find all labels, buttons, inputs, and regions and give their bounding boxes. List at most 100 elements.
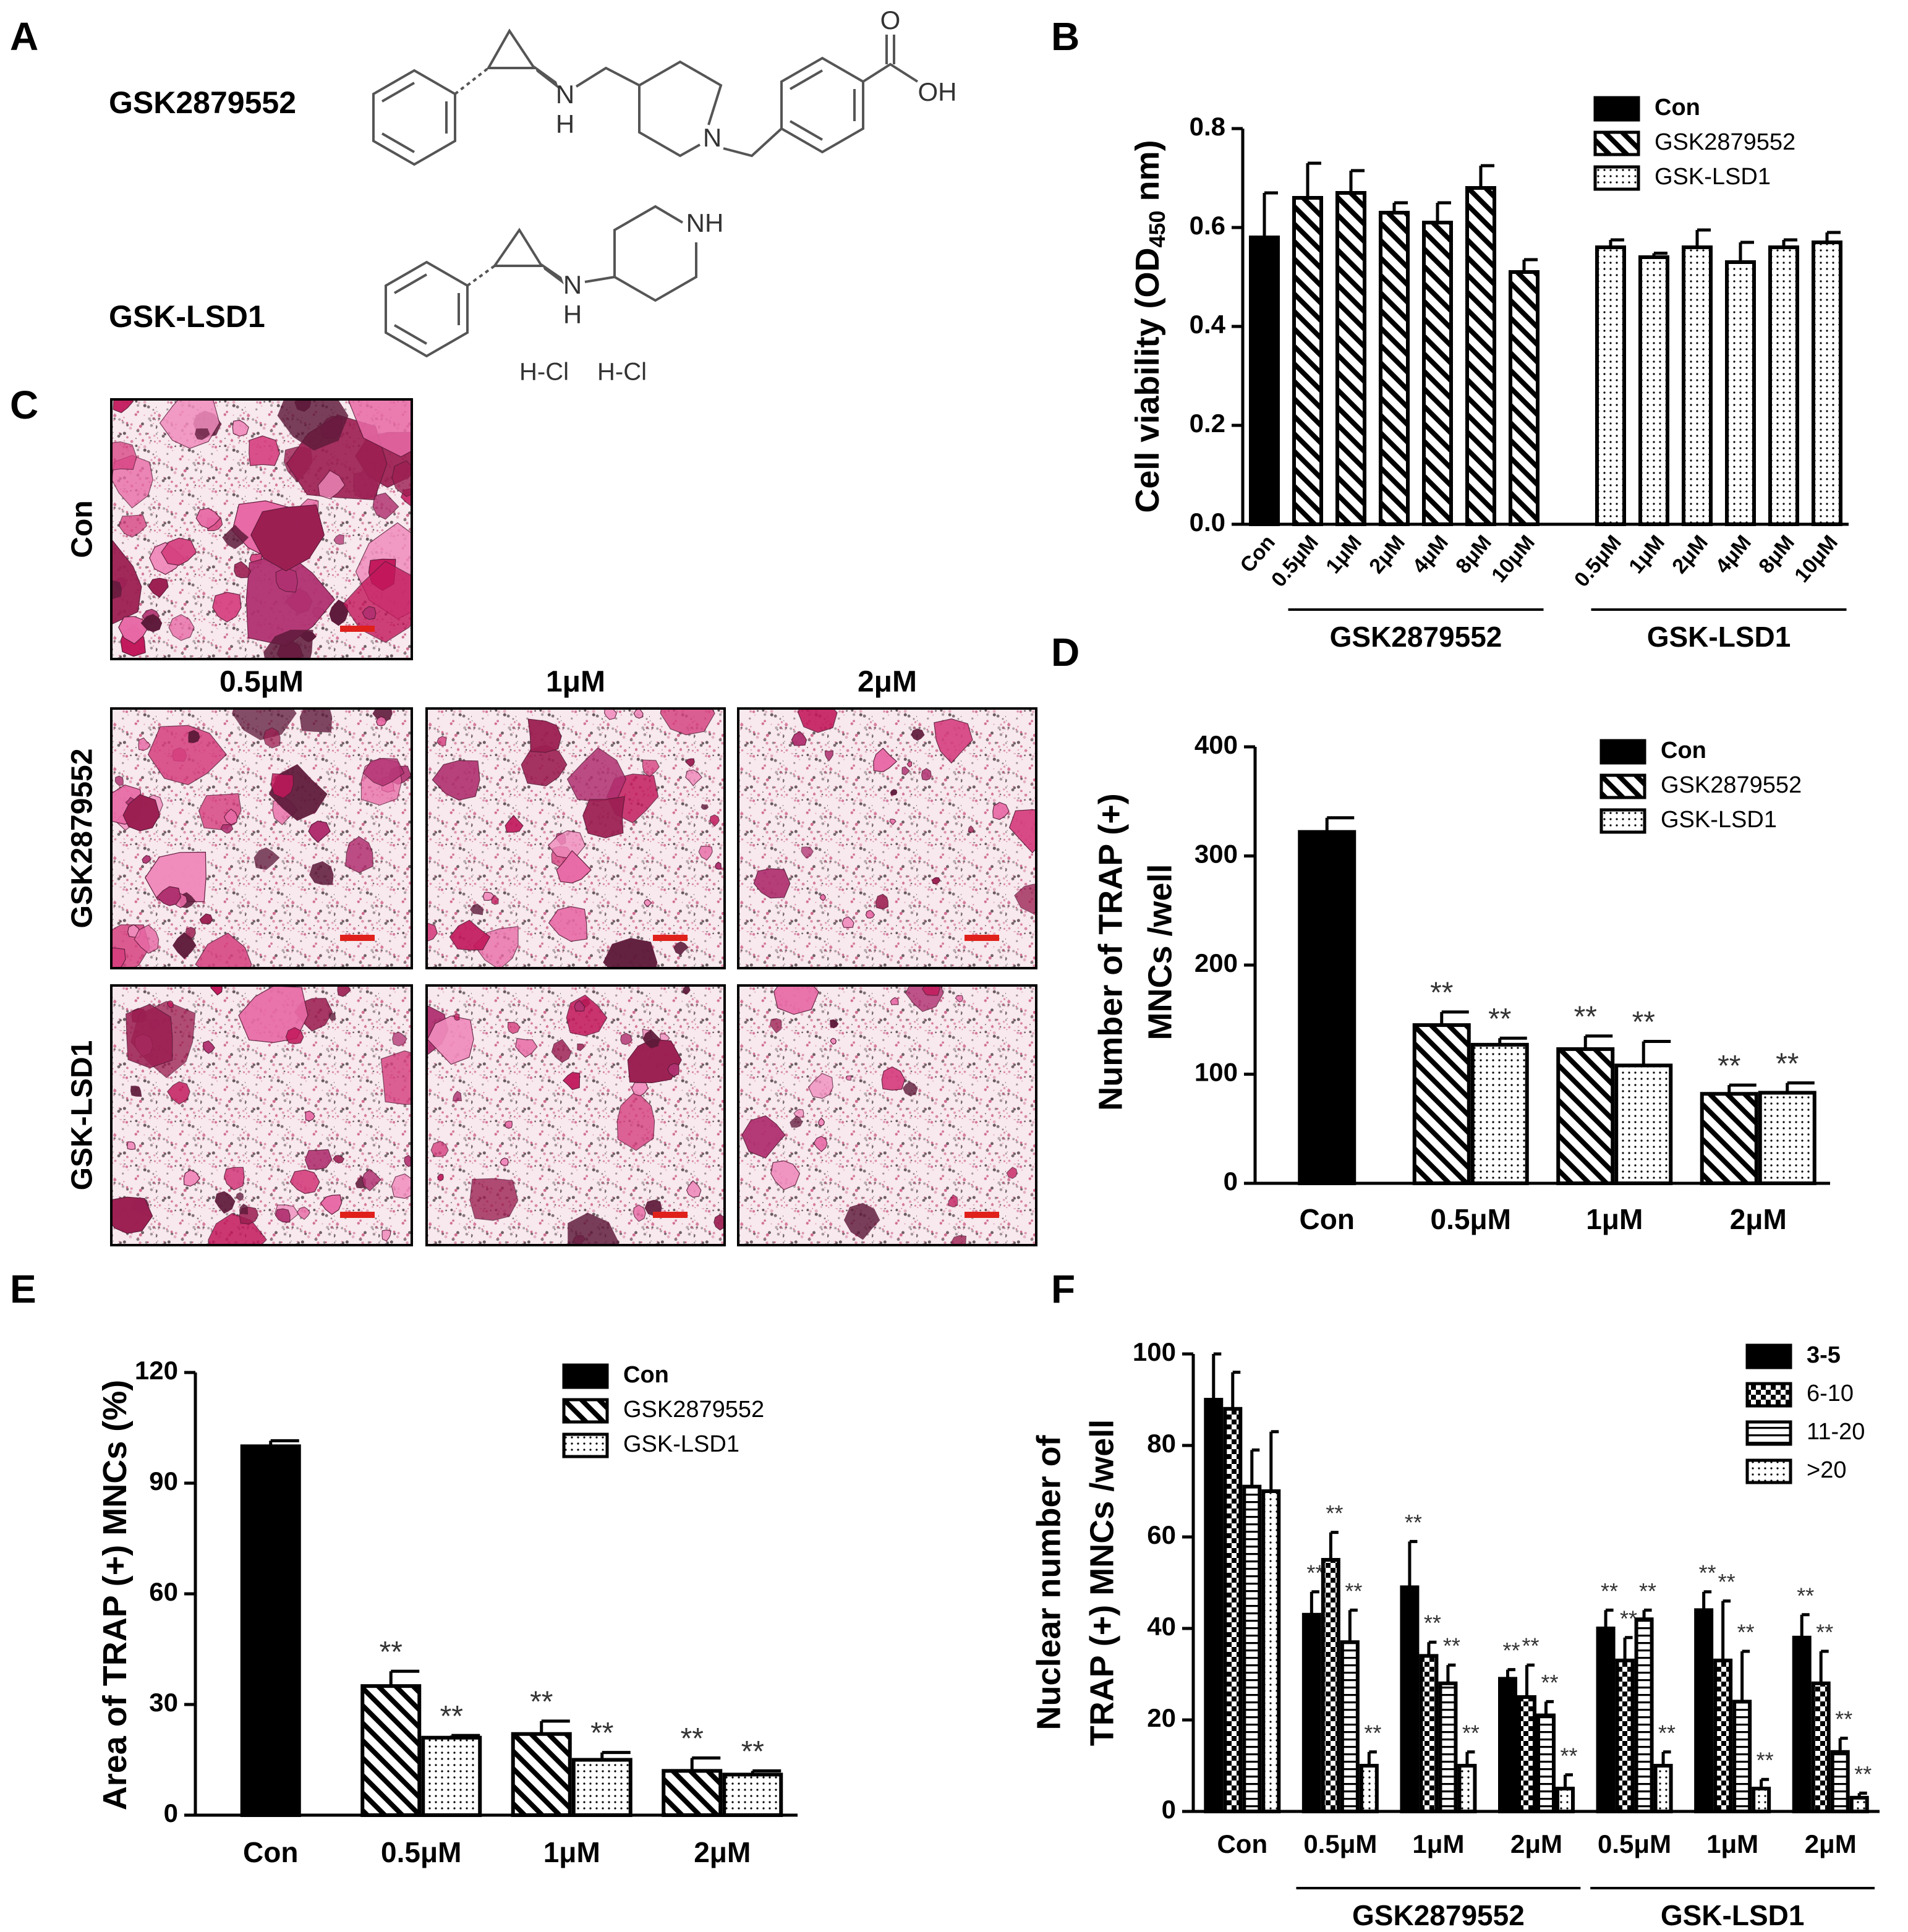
error-bar — [1231, 1371, 1241, 1409]
cell — [223, 1167, 245, 1191]
cell — [950, 1235, 967, 1245]
cell — [845, 1075, 852, 1081]
error-bar — [1263, 191, 1278, 237]
bar — [240, 1444, 301, 1817]
panel-label: E — [10, 1267, 36, 1311]
error-bar — [1269, 1430, 1279, 1491]
cell — [807, 1073, 833, 1099]
cell — [642, 1029, 661, 1049]
cell — [210, 985, 223, 996]
cell — [934, 718, 973, 764]
micrograph-bg — [738, 709, 1036, 968]
significance-label: ** — [380, 1636, 402, 1669]
cell — [437, 1173, 444, 1181]
cell — [819, 893, 826, 901]
cell — [633, 709, 644, 719]
error-bar — [389, 1669, 420, 1687]
cell — [113, 399, 134, 414]
micrograph — [427, 985, 725, 1245]
panel-labels: A B C D E F — [10, 14, 1080, 1311]
significance-label: ** — [1797, 1583, 1814, 1608]
cell — [305, 1110, 315, 1121]
significance-label: ** — [1405, 1510, 1422, 1535]
bar — [1700, 1092, 1758, 1186]
cell — [875, 893, 889, 910]
significance-label: ** — [1816, 1620, 1833, 1645]
cell — [309, 861, 334, 885]
cell — [881, 1066, 906, 1091]
legend-label: Con — [1661, 738, 1706, 764]
cell — [145, 851, 207, 903]
cell — [220, 823, 234, 834]
significance-label: ** — [440, 1700, 463, 1733]
bar — [1400, 1585, 1420, 1813]
salt: H-Cl — [519, 359, 569, 386]
micrograph-frame — [737, 707, 1037, 969]
error-bar — [1583, 1034, 1613, 1049]
cell — [345, 836, 373, 874]
micrograph-frame — [110, 984, 413, 1246]
bar — [1614, 1063, 1673, 1185]
bar — [1335, 191, 1366, 526]
significance-label: ** — [1639, 1578, 1656, 1604]
x-tick-label: 0.5μM — [1570, 530, 1626, 591]
cell — [148, 577, 169, 598]
bar — [1768, 245, 1799, 526]
cell — [906, 760, 913, 768]
scale-bar — [965, 935, 999, 941]
legend-label: GSK2879552 — [623, 1397, 764, 1423]
panel-label: C — [10, 383, 38, 427]
micrograph — [111, 399, 412, 659]
atom: N — [703, 123, 722, 152]
bar — [1438, 1681, 1458, 1814]
error-bar — [1408, 1539, 1418, 1588]
cell — [270, 773, 294, 799]
bar — [571, 1758, 632, 1817]
cell — [698, 845, 713, 861]
cell — [790, 1115, 803, 1128]
cell — [250, 504, 325, 572]
x-tick-label: Con — [1300, 1203, 1355, 1235]
bar — [1509, 270, 1540, 526]
significance-label: ** — [1424, 1611, 1441, 1636]
cell — [337, 985, 351, 997]
bar — [1682, 245, 1713, 526]
cell — [140, 614, 163, 632]
cell — [232, 420, 249, 437]
cell — [873, 747, 898, 773]
cell — [686, 1180, 702, 1198]
x-tick-label: 0.5μM — [1598, 1829, 1671, 1858]
error-bar — [1522, 258, 1538, 272]
y-tick-label: 60 — [149, 1577, 178, 1606]
bar — [1732, 1700, 1752, 1813]
wedge — [542, 263, 564, 284]
y-axis-label-text: Area of TRAP (+) MNCs (%) — [96, 1380, 134, 1811]
cell — [505, 815, 524, 833]
micrograph-frame — [425, 707, 726, 969]
error-bar — [1623, 1636, 1633, 1661]
x-tick-label: 0.5μM — [1303, 1829, 1377, 1858]
cell — [889, 819, 897, 825]
bar — [1204, 1398, 1224, 1813]
error-bar — [1440, 1010, 1469, 1026]
x-tick-label: 2μM — [1510, 1829, 1562, 1858]
bar — [1725, 260, 1756, 526]
significance-label: ** — [1430, 977, 1453, 1010]
cell — [161, 537, 197, 566]
legend-label: GSK2879552 — [1661, 772, 1802, 798]
bar — [1223, 1406, 1243, 1814]
ring — [385, 260, 469, 358]
cell — [902, 1081, 918, 1097]
column-label: 0.5μM — [219, 666, 304, 699]
error-bar — [1721, 1599, 1731, 1661]
bond — [862, 35, 919, 83]
cell — [507, 1021, 521, 1034]
cell — [890, 997, 899, 1005]
error-bar — [1465, 1750, 1475, 1766]
cell — [616, 1090, 655, 1151]
atom: N — [563, 270, 582, 299]
micrograph — [738, 709, 1036, 968]
micrograph-frame — [425, 984, 726, 1246]
cell — [194, 428, 210, 440]
cell — [118, 514, 148, 538]
